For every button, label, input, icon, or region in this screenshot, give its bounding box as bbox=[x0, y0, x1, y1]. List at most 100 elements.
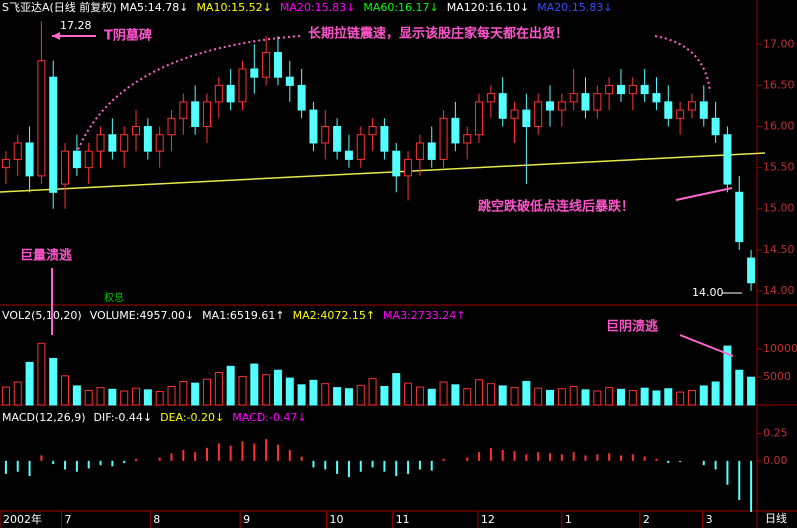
candle-body bbox=[214, 84, 223, 103]
annotation: 长期拉链震速，显示该股庄家每天都在出货！ bbox=[308, 26, 568, 42]
candle-body bbox=[687, 101, 696, 111]
volume-bar bbox=[273, 369, 282, 406]
candle-body bbox=[61, 150, 70, 185]
candle-body bbox=[1, 158, 10, 169]
y-tick-label: 16.00 bbox=[763, 120, 795, 133]
candle-body bbox=[37, 60, 46, 177]
candle-body bbox=[581, 93, 590, 111]
annotation-arrow bbox=[654, 35, 711, 93]
candle-body bbox=[392, 150, 401, 177]
candle-body bbox=[250, 68, 259, 78]
volume-bar bbox=[463, 388, 472, 406]
volume-bar bbox=[415, 386, 424, 406]
y-tick-label: 14.00 bbox=[763, 284, 795, 297]
volume-bar bbox=[61, 375, 70, 406]
volume-bar bbox=[557, 388, 566, 406]
candle-body bbox=[534, 101, 543, 128]
price-label: 14.00 bbox=[692, 286, 724, 299]
volume-bar bbox=[486, 383, 495, 406]
trend-line bbox=[0, 152, 766, 193]
volume-bar bbox=[132, 387, 141, 406]
volume-bar bbox=[179, 380, 188, 406]
candle-body bbox=[273, 52, 282, 78]
panel-title: MACD(12,26,9) bbox=[2, 411, 86, 424]
volume-bar bbox=[605, 387, 614, 406]
volume-bar bbox=[167, 385, 176, 406]
candle-body bbox=[285, 76, 294, 86]
volume-bar bbox=[309, 379, 318, 406]
candle-body bbox=[415, 142, 424, 160]
indicator-label: VOLUME:4957.00↓ bbox=[90, 309, 194, 322]
indicator-label: MA5:14.78↓ bbox=[120, 1, 188, 14]
volume-bar bbox=[699, 385, 708, 406]
candle-body bbox=[321, 126, 330, 144]
annotation-arrow bbox=[52, 32, 60, 40]
volume-bar bbox=[404, 382, 413, 406]
x-tick-label: 3 bbox=[706, 513, 713, 526]
candle-body bbox=[652, 93, 661, 103]
candle-body bbox=[72, 150, 81, 169]
volume-bar bbox=[84, 389, 93, 406]
indicator-label: MA3:2733.24↑ bbox=[383, 309, 465, 322]
candle-body bbox=[451, 117, 460, 144]
x-tick-label: 10 bbox=[329, 513, 343, 526]
candle-body bbox=[155, 134, 164, 152]
volume-bar bbox=[687, 389, 696, 406]
candle-body bbox=[522, 109, 531, 128]
panel-title: VOL2(5,10,20) bbox=[2, 309, 82, 322]
candle-body bbox=[605, 84, 614, 95]
x-tick-label: 2002年 bbox=[3, 512, 42, 526]
candle-body bbox=[344, 150, 353, 160]
volume-bar bbox=[191, 382, 200, 406]
x-tick-label: 2 bbox=[643, 513, 650, 526]
volume-bar bbox=[202, 378, 211, 406]
candle-body bbox=[143, 126, 152, 152]
volume-bar bbox=[96, 387, 105, 406]
volume-bar bbox=[569, 385, 578, 406]
candle-body bbox=[333, 126, 342, 152]
volume-bar bbox=[616, 388, 625, 406]
candle-body bbox=[238, 68, 247, 103]
volume-bar bbox=[143, 389, 152, 406]
volume-bar bbox=[652, 390, 661, 406]
candle-body bbox=[664, 101, 673, 119]
volume-bar bbox=[250, 363, 259, 406]
candle-body bbox=[747, 257, 756, 284]
annotation-arrow bbox=[675, 187, 733, 201]
volume-bar bbox=[380, 385, 389, 406]
candle-body bbox=[427, 142, 436, 160]
candle-body bbox=[309, 109, 318, 144]
indicator-label: DEA:-0.20↓ bbox=[160, 411, 224, 424]
candle-body bbox=[191, 101, 200, 128]
indicator-label: MA2:4072.15↑ bbox=[293, 309, 375, 322]
volume-bar bbox=[214, 371, 223, 406]
volume-bar bbox=[333, 387, 342, 406]
y-tick-label: 16.50 bbox=[763, 78, 795, 91]
candle-body bbox=[593, 93, 602, 111]
y-tick-label: 0.00 bbox=[763, 454, 788, 467]
indicator-label: MA120:16.10↓ bbox=[447, 1, 529, 14]
candle-body bbox=[711, 117, 720, 136]
y-tick-label: 14.50 bbox=[763, 243, 795, 256]
candle-body bbox=[628, 84, 637, 95]
volume-bar bbox=[475, 379, 484, 406]
y-tick-label: 15.00 bbox=[763, 202, 795, 215]
volume-bar bbox=[238, 375, 247, 406]
y-tick-label: 15.50 bbox=[763, 161, 795, 174]
price-label: 17.28 bbox=[60, 19, 92, 32]
volume-bar bbox=[120, 390, 129, 406]
candle-body bbox=[120, 134, 129, 152]
volume-bar bbox=[368, 378, 377, 406]
volume-bar bbox=[1, 386, 10, 406]
volume-bar bbox=[628, 389, 637, 406]
volume-bar bbox=[13, 381, 22, 406]
annotation: 跳空跌破低点连线后暴跌！ bbox=[478, 199, 634, 215]
volume-bar bbox=[285, 377, 294, 406]
candle-body bbox=[640, 84, 649, 95]
candle-body bbox=[202, 101, 211, 128]
y-tick-label: 17.00 bbox=[763, 37, 795, 50]
volume-bar bbox=[735, 369, 744, 406]
candle-body bbox=[439, 117, 448, 160]
x-tick-label: 8 bbox=[153, 513, 160, 526]
candle-body bbox=[226, 84, 235, 103]
